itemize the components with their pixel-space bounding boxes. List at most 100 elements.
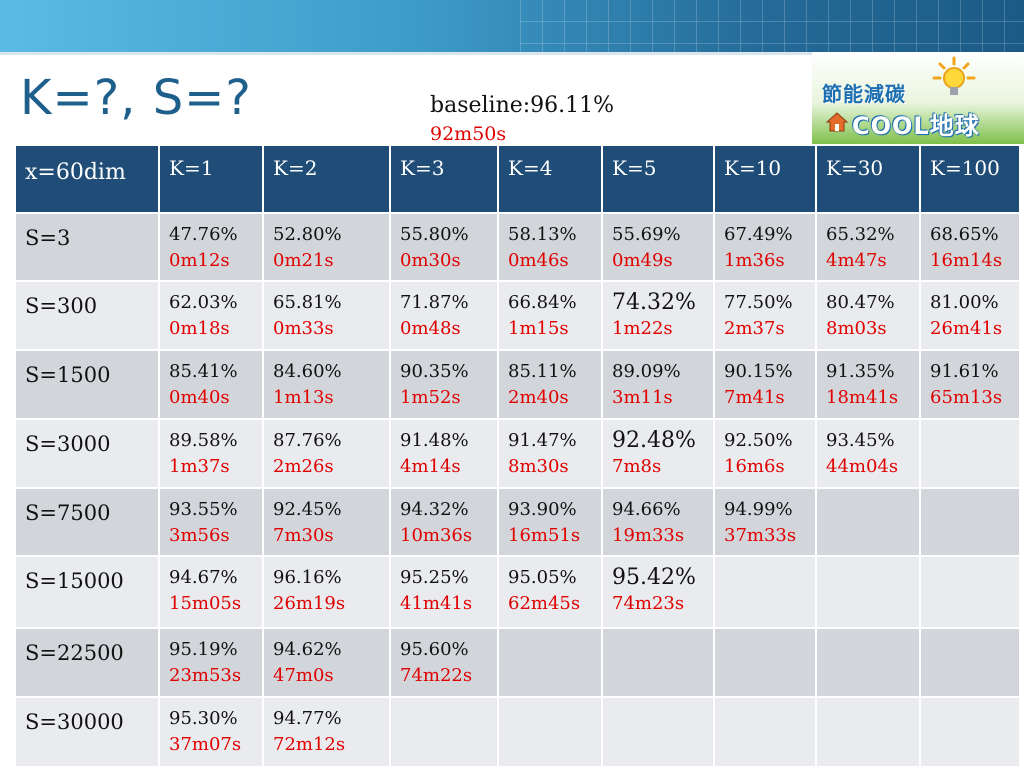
table-cell: 65.81% 0m33s: [262, 280, 391, 351]
cell-time: 16m6s: [724, 456, 785, 477]
cell-accuracy: 52.80%: [273, 224, 342, 245]
table-cell: [919, 487, 1021, 557]
table-cell: 94.62% 47m0s: [262, 627, 391, 698]
cell-time: 74m23s: [612, 593, 685, 614]
cell-time: 62m45s: [508, 593, 581, 614]
table-cell: [815, 696, 921, 768]
cell-accuracy: 65.32%: [826, 224, 895, 245]
table-cell: 47.76% 0m12s: [158, 212, 264, 282]
cell-accuracy: 92.45%: [273, 499, 342, 520]
cell-accuracy: 91.48%: [400, 430, 469, 451]
table-cell: 68.65% 16m14s: [919, 212, 1021, 282]
cell-time: 0m18s: [169, 318, 230, 339]
cell-time: 1m37s: [169, 456, 230, 477]
column-header: K=1: [158, 144, 264, 214]
cell-time: 1m36s: [724, 250, 785, 271]
cell-time: 1m13s: [273, 387, 334, 408]
cell-time: 0m40s: [169, 387, 230, 408]
table-cell: 52.80% 0m21s: [262, 212, 391, 282]
cell-time: 0m46s: [508, 250, 569, 271]
row-header: S=3: [14, 212, 160, 282]
table-cell: 74.32% 1m22s: [601, 280, 715, 351]
cell-accuracy: 96.16%: [273, 567, 342, 588]
table-cell: 87.76% 2m26s: [262, 418, 391, 489]
cell-accuracy: 81.00%: [930, 292, 999, 313]
table-cell: 93.45% 44m04s: [815, 418, 921, 489]
table-cell: 92.50% 16m6s: [713, 418, 817, 489]
cell-time: 1m52s: [400, 387, 461, 408]
table-cell: [497, 696, 603, 768]
row-header: S=7500: [14, 487, 160, 557]
cell-time: 15m05s: [169, 593, 242, 614]
cell-accuracy: 93.55%: [169, 499, 238, 520]
cell-time: 47m0s: [273, 665, 334, 686]
column-header: K=3: [389, 144, 499, 214]
cell-time: 26m19s: [273, 593, 346, 614]
logo: 節能減碳 COOL地球: [812, 52, 1024, 144]
table-cell: [713, 627, 817, 698]
cell-accuracy: 68.65%: [930, 224, 999, 245]
table-row: S=3 47.76% 0m12s 52.80% 0m21s 55.80% 0m30s 58.1…: [14, 212, 1021, 282]
cell-time: 41m41s: [400, 593, 473, 614]
cell-time: 7m8s: [612, 456, 662, 477]
table-cell: 95.19% 23m53s: [158, 627, 264, 698]
cell-accuracy: 92.50%: [724, 430, 793, 451]
table-cell: 91.35% 18m41s: [815, 349, 921, 420]
table-cell: 93.90% 16m51s: [497, 487, 603, 557]
column-header: K=100: [919, 144, 1021, 214]
cell-accuracy: 65.81%: [273, 292, 342, 313]
cell-time: 44m04s: [826, 456, 899, 477]
cell-time: 1m22s: [612, 318, 673, 339]
cell-accuracy: 91.61%: [930, 361, 999, 382]
cell-accuracy: 55.69%: [612, 224, 681, 245]
cell-accuracy: 66.84%: [508, 292, 577, 313]
table-cell: [815, 555, 921, 629]
cell-time: 18m41s: [826, 387, 899, 408]
table-row: S=22500 95.19% 23m53s 94.62% 47m0s 95.60% 74m2…: [14, 627, 1021, 698]
table-cell: 65.32% 4m47s: [815, 212, 921, 282]
lightbulb-sun-icon: [932, 56, 976, 95]
table-cell: [815, 487, 921, 557]
cell-time: 3m11s: [612, 387, 673, 408]
cell-accuracy: 94.66%: [612, 499, 681, 520]
table-cell: [815, 627, 921, 698]
cell-time: 8m30s: [508, 456, 569, 477]
cell-accuracy: 80.47%: [826, 292, 895, 313]
table-cell: 55.80% 0m30s: [389, 212, 499, 282]
table-cell: 85.11% 2m40s: [497, 349, 603, 420]
table-cell: 80.47% 8m03s: [815, 280, 921, 351]
cell-accuracy: 90.15%: [724, 361, 793, 382]
cell-accuracy: 94.99%: [724, 499, 793, 520]
table-cell: 95.42% 74m23s: [601, 555, 715, 629]
table-cell: 92.48% 7m8s: [601, 418, 715, 489]
cell-time: 74m22s: [400, 665, 473, 686]
table-cell: [601, 696, 715, 768]
table-cell: [919, 627, 1021, 698]
cell-accuracy: 77.50%: [724, 292, 793, 313]
header-row: x=60dim K=1 K=2 K=3 K=4 K=5 K=10 K=30 K=…: [14, 144, 1021, 214]
cell-accuracy: 95.42%: [612, 565, 696, 590]
cell-accuracy: 84.60%: [273, 361, 342, 382]
table-cell: 94.67% 15m05s: [158, 555, 264, 629]
cell-accuracy: 94.77%: [273, 708, 342, 729]
table-cell: 89.09% 3m11s: [601, 349, 715, 420]
cell-time: 72m12s: [273, 734, 346, 755]
table-cell: [919, 555, 1021, 629]
cell-accuracy: 58.13%: [508, 224, 577, 245]
table-row: S=7500 93.55% 3m56s 92.45% 7m30s 94.32% 10m36s…: [14, 487, 1021, 557]
table-cell: 66.84% 1m15s: [497, 280, 603, 351]
row-header: S=3000: [14, 418, 160, 489]
cell-accuracy: 71.87%: [400, 292, 469, 313]
cell-time: 2m26s: [273, 456, 334, 477]
table-row: S=1500 85.41% 0m40s 84.60% 1m13s 90.35% 1m52s 8…: [14, 349, 1021, 420]
table-cell: [919, 696, 1021, 768]
row-header: S=15000: [14, 555, 160, 629]
cell-accuracy: 47.76%: [169, 224, 238, 245]
table-cell: 94.66% 19m33s: [601, 487, 715, 557]
table-cell: 90.15% 7m41s: [713, 349, 817, 420]
column-header: K=10: [713, 144, 817, 214]
cell-time: 4m14s: [400, 456, 461, 477]
column-header: K=5: [601, 144, 715, 214]
banner-divider: [0, 52, 1024, 55]
table-cell: [389, 696, 499, 768]
